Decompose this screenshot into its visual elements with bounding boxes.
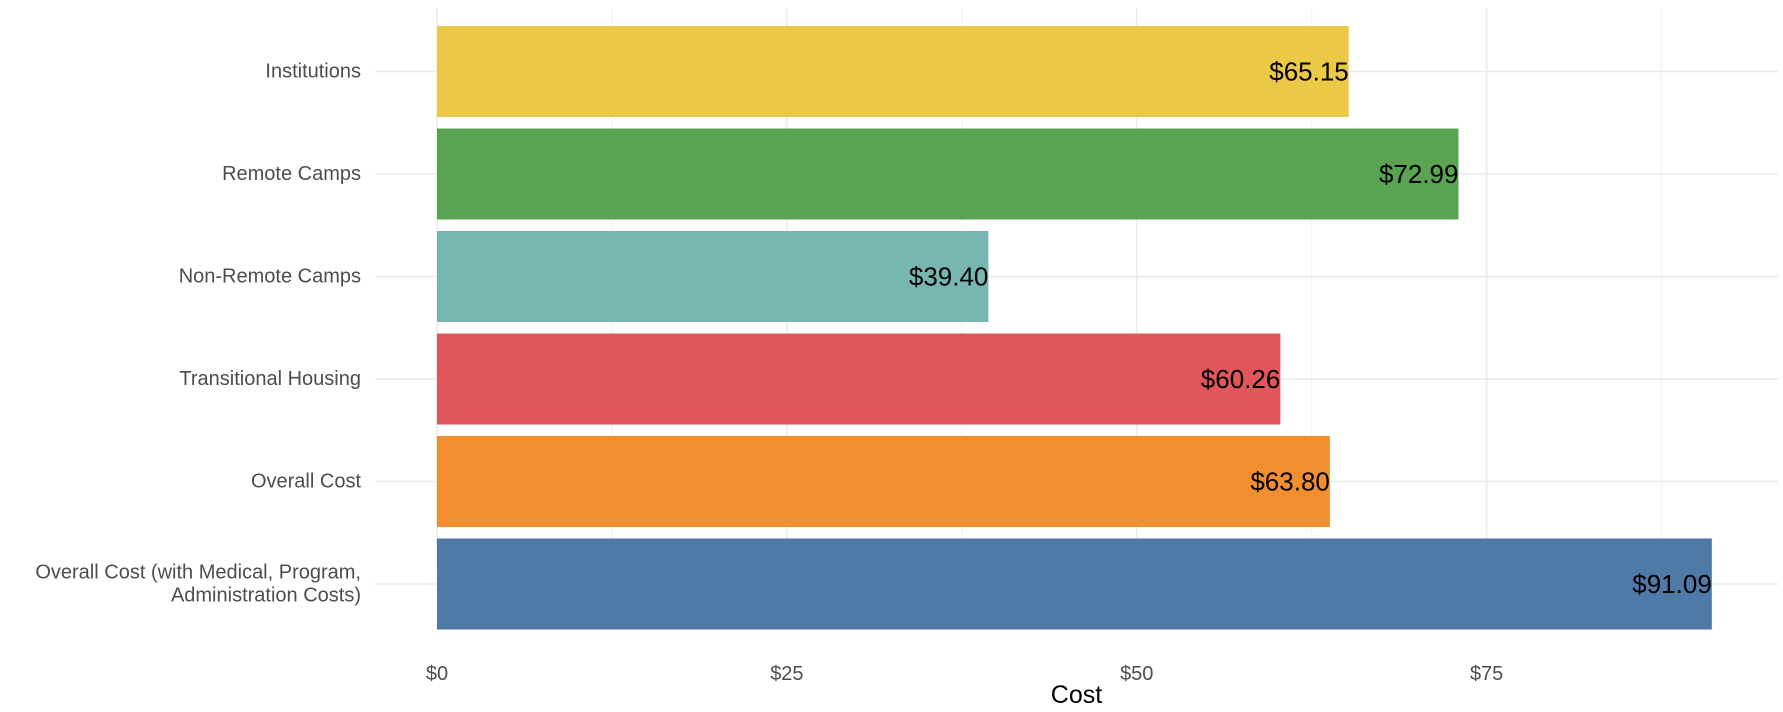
- x-tick-label: $50: [1120, 663, 1153, 685]
- bar: [437, 538, 1712, 630]
- bar-value-label: $72.99: [1379, 159, 1459, 189]
- bar: [437, 128, 1459, 220]
- bar: [437, 231, 989, 322]
- bar-value-label: $91.09: [1632, 569, 1712, 599]
- bars: [437, 26, 1712, 630]
- category-label: Transitional Housing: [179, 368, 361, 390]
- bar-value-label: $63.80: [1250, 467, 1330, 497]
- bar: [437, 436, 1330, 527]
- bar: [437, 26, 1349, 117]
- category-label: Overall Cost (with Medical, Program, Admi…: [35, 562, 361, 607]
- category-label: Institutions: [265, 61, 361, 83]
- data-labels: $65.15 $72.99 $39.40 $60.26 $63.80 $91.09: [909, 57, 1712, 600]
- x-tick-label: $75: [1470, 663, 1503, 685]
- category-labels: Institutions Remote Camps Non-Remote Camps…: [35, 61, 361, 607]
- bar-value-label: $60.26: [1201, 364, 1281, 394]
- bar-value-label: $39.40: [909, 262, 989, 292]
- category-label: Overall Cost: [251, 471, 361, 493]
- x-axis-title: Cost: [1051, 681, 1102, 709]
- bar-value-label: $65.15: [1269, 57, 1349, 87]
- category-label: Non-Remote Camps: [179, 266, 361, 288]
- bar: [437, 333, 1281, 425]
- x-tick-label: $0: [426, 663, 448, 685]
- x-axis-ticks: $0 $25 $50 $75: [426, 663, 1503, 685]
- x-tick-label: $25: [770, 663, 803, 685]
- category-label: Remote Camps: [222, 163, 361, 185]
